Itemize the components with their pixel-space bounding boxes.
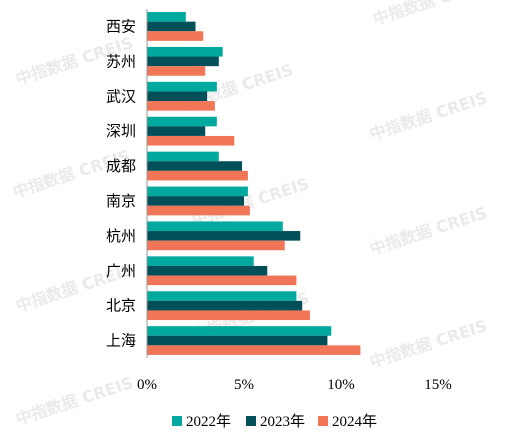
bar [147, 46, 223, 57]
bar [147, 21, 196, 32]
category-label: 上海 [106, 332, 136, 350]
bar [147, 231, 301, 241]
bar [147, 56, 219, 67]
watermark-text: 中指数据 CREIS [370, 0, 492, 29]
bar [147, 326, 332, 336]
category-label: 深圳 [106, 122, 136, 140]
category-label: 成都 [106, 157, 136, 175]
bar [147, 310, 310, 321]
bar [147, 256, 254, 266]
bar [147, 116, 217, 127]
bar [147, 170, 248, 181]
bar [147, 101, 215, 111]
category-label: 杭州 [106, 227, 136, 245]
category-label: 广州 [106, 262, 136, 280]
bar [147, 31, 204, 41]
bar [147, 151, 219, 162]
legend-swatch [318, 416, 328, 426]
x-tick-label: 10% [327, 377, 355, 393]
bar [147, 196, 244, 206]
bar [147, 265, 268, 276]
bar [147, 345, 361, 355]
watermark-text: 中指数据 CREIS [367, 316, 489, 372]
bars [147, 12, 361, 355]
bar [147, 221, 283, 232]
bar [147, 335, 328, 346]
bar [147, 186, 248, 197]
legend-label: 2022年 [186, 413, 231, 430]
x-tick-label: 5% [234, 377, 254, 393]
bar [147, 275, 297, 286]
bar [147, 12, 186, 22]
legend: 2022年 2023年 2024年 [172, 413, 377, 430]
x-tick-label: 0% [137, 377, 157, 393]
category-label: 北京 [106, 297, 136, 315]
watermark-text: 中指数据 CREIS [367, 203, 489, 259]
category-label: 苏州 [106, 52, 136, 70]
bar [147, 81, 217, 92]
legend-swatch [172, 416, 182, 426]
bar [147, 66, 206, 76]
legend-label: 2023年 [260, 413, 305, 430]
bar [147, 240, 285, 251]
legend-label: 2024年 [332, 413, 377, 430]
x-tick-label: 15% [424, 377, 452, 393]
watermark-text: 中指数据 CREIS [367, 88, 489, 144]
bar [147, 161, 243, 171]
bar [147, 300, 303, 311]
x-tick-labels: 0% 5% 10% 15% [137, 377, 452, 393]
bar [147, 205, 250, 216]
watermark-layer: 中指数据 CREIS 中指数据 CREIS 中指数据 CREIS 中指数据 CREIS… [10, 0, 492, 429]
category-label: 武汉 [106, 87, 136, 105]
legend-swatch [246, 416, 256, 426]
category-label: 南京 [106, 192, 136, 210]
category-label: 西安 [106, 17, 136, 35]
watermark-text: 中指数据 CREIS [13, 373, 135, 429]
bar [147, 126, 206, 136]
bar [147, 135, 235, 146]
bar [147, 291, 297, 301]
bar [147, 91, 208, 102]
